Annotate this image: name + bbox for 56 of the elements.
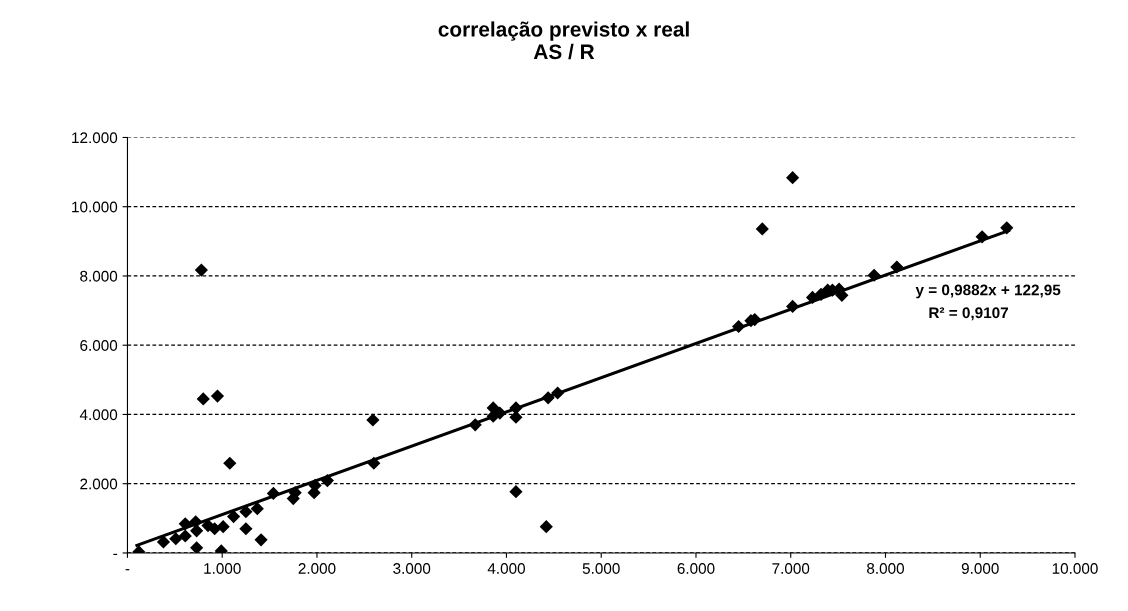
y-tick-label: 6.000 [80,340,118,351]
point [210,389,225,403]
point [786,299,800,314]
point [190,541,204,553]
point [732,319,746,334]
point [786,171,800,185]
point [266,486,280,500]
y-tick-label: 2.000 [80,478,118,490]
x-tick-label: 4.000 [487,563,525,574]
annotation: R² = 0,9107 [929,307,1008,321]
point [169,532,183,546]
point [239,522,253,536]
point [196,392,210,406]
point [539,520,553,534]
point [254,533,268,547]
annotation: y = 0,9882x + 122,95 [915,284,1061,299]
point [178,529,192,543]
y-tick-label: 8.000 [80,270,118,282]
x-tick-label: 2.000 [298,563,336,574]
point [890,260,904,274]
point [367,456,381,470]
x-tick-label: 6.000 [677,563,715,574]
point [805,290,820,305]
point [216,520,230,534]
y-tick-label: 4.000 [79,409,118,421]
point [194,263,208,277]
point [975,230,989,244]
point [509,485,523,499]
point [755,222,769,236]
point [509,410,523,424]
x-tick-label: 1.000 [204,563,241,574]
point [493,406,507,420]
y-tick-label: 10.000 [72,201,118,213]
x-tick-label: 8.000 [867,563,904,574]
point [239,505,253,519]
point [366,413,380,427]
point [156,535,171,549]
point [178,517,192,531]
x-tick-label: 9.000 [961,563,999,574]
x-tick-label: 3.000 [393,563,431,574]
point [468,418,482,432]
point [250,502,264,516]
point [227,510,241,524]
x-tick-label: 10.000 [1052,563,1098,574]
point [541,391,555,405]
point [867,268,881,282]
point [320,474,334,488]
chart-title: correlação previsto x real AS / R [438,21,689,60]
point [223,456,237,470]
x-tick-label: 5.000 [582,563,620,574]
point [551,386,565,400]
x-tick-label: 7.000 [772,563,810,574]
point [1000,221,1014,235]
y-tick-label: 12.000 [72,132,118,144]
point [190,524,204,538]
y-tick-label: - [113,553,118,556]
